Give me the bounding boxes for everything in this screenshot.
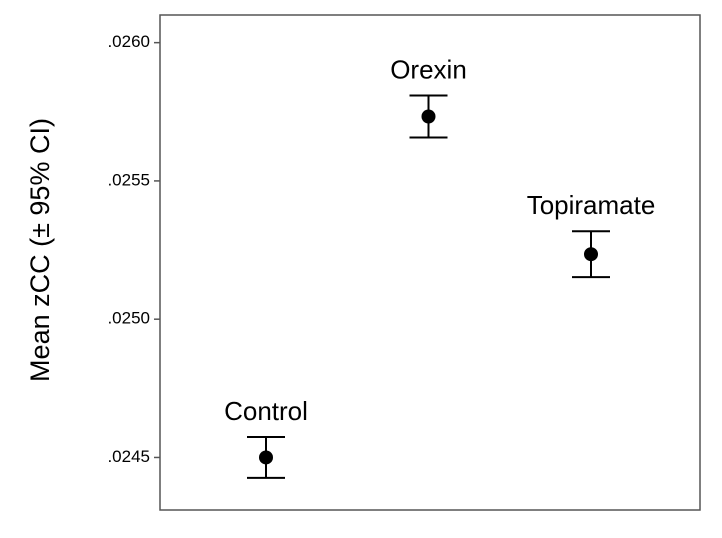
y-axis-title: Mean zCC (± 95% CI) [25,118,55,382]
category-label: Control [224,396,308,426]
point [584,247,598,262]
y-tick-label: .0255 [107,170,150,189]
y-tick-label: .0245 [107,447,150,466]
point [421,109,436,124]
category-label: Orexin [390,54,467,84]
y-tick-label: .0250 [107,309,150,328]
point [259,450,273,465]
y-tick-label: .0260 [107,32,150,51]
category-label: Topiramate [527,190,656,220]
plot-frame [159,14,701,511]
